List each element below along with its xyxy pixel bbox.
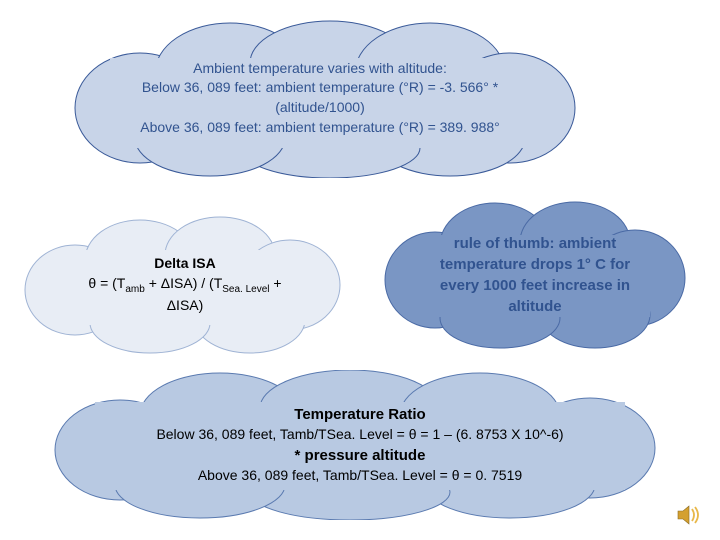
delta-isa-title: Delta ISA [88,254,281,274]
formula-prefix: θ = (T [88,275,125,291]
cloud-bottom-text: Temperature Ratio Below 36, 089 feet, Ta… [156,404,563,485]
speaker-icon [676,504,702,526]
temp-ratio-line4: Above 36, 089 feet, Tamb/TSea. Level = θ… [156,466,563,486]
cloud-top-text: Ambient temperature varies with altitude… [140,59,499,137]
temp-ratio-line2: Below 36, 089 feet, Tamb/TSea. Level = θ… [156,425,563,445]
cloud-ambient-temperature: Ambient temperature varies with altitude… [50,18,590,178]
temp-ratio-line3: * pressure altitude [156,445,563,466]
rule-line1: rule of thumb: ambient [440,233,630,254]
delta-isa-formula-end: ΔISA) [88,296,281,316]
cloud-top-line4: Above 36, 089 feet: ambient temperature … [140,118,499,138]
cloud-top-line2: Below 36, 089 feet: ambient temperature … [140,78,499,98]
cloud-delta-isa: Delta ISA θ = (Tamb + ΔISA) / (TSea. Lev… [20,215,350,355]
cloud-left-text: Delta ISA θ = (Tamb + ΔISA) / (TSea. Lev… [88,254,281,316]
rule-line2: temperature drops 1° C for [440,254,630,275]
rule-line4: altitude [440,296,630,317]
cloud-top-line3: (altitude/1000) [140,98,499,118]
cloud-top-line1: Ambient temperature varies with altitude… [140,59,499,79]
cloud-rule-of-thumb: rule of thumb: ambient temperature drops… [380,200,690,350]
formula-sub2: Sea. Level [222,283,269,294]
rule-line3: every 1000 feet increase in [440,275,630,296]
formula-mid2: + [270,275,282,291]
cloud-temperature-ratio: Temperature Ratio Below 36, 089 feet, Ta… [40,370,680,520]
formula-sub1: amb [125,283,144,294]
formula-mid1: + ΔISA) / (T [145,275,222,291]
delta-isa-formula: θ = (Tamb + ΔISA) / (TSea. Level + [88,274,281,297]
cloud-right-text: rule of thumb: ambient temperature drops… [440,233,630,317]
temp-ratio-title: Temperature Ratio [156,404,563,425]
